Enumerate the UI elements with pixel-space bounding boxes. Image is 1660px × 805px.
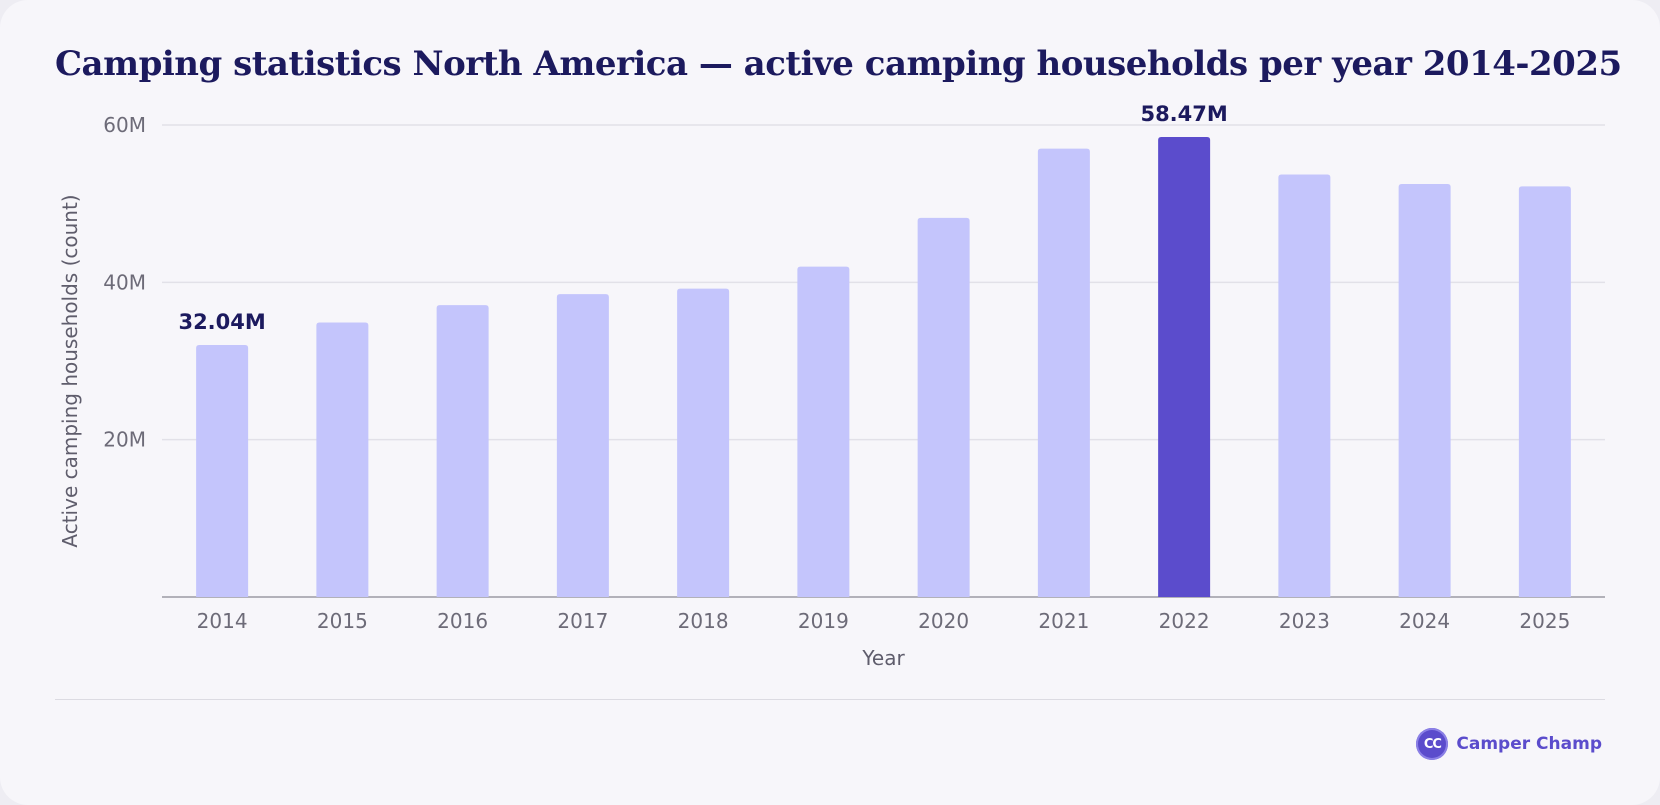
x-tick-label-2017: 2017 <box>557 609 608 633</box>
bar-chart: 20M 40M 60M 2014 2015 2016 2017 2018 2019 2020 202… <box>58 102 1605 670</box>
x-tick-label-2019: 2019 <box>798 609 849 633</box>
y-tick-label: 20M <box>103 428 146 452</box>
bar-2020 <box>917 217 970 597</box>
bar-2018 <box>677 288 730 597</box>
x-tick-label-2021: 2021 <box>1038 609 1089 633</box>
x-tick-label-2020: 2020 <box>918 609 969 633</box>
camper-champ-logo-icon: CC <box>1416 728 1449 760</box>
bar-2024 <box>1398 184 1451 597</box>
x-tick-label-2015: 2015 <box>317 609 368 633</box>
chart-title: Camping statistics North America — activ… <box>55 44 1622 84</box>
brand: CC Camper Champ <box>1416 728 1602 760</box>
y-tick-label: 60M <box>103 113 146 137</box>
x-tick-label-2018: 2018 <box>678 609 729 633</box>
bar-2021 <box>1037 148 1090 597</box>
bar-2025 <box>1518 186 1571 598</box>
x-tick-label-2025: 2025 <box>1519 609 1570 633</box>
bars <box>196 137 1571 598</box>
x-tick-label-2014: 2014 <box>197 609 248 633</box>
y-tick-label: 40M <box>103 270 146 294</box>
y-axis-title: Active camping households (count) <box>58 194 82 547</box>
gridlines <box>162 124 1605 598</box>
bar-2022 <box>1158 137 1211 597</box>
bar-2016 <box>436 305 489 597</box>
x-tick-label-2016: 2016 <box>437 609 488 633</box>
brand-name: Camper Champ <box>1456 734 1602 754</box>
bar-2023 <box>1278 174 1331 597</box>
x-tick-label-2022: 2022 <box>1159 609 1210 633</box>
x-axis-title: Year <box>861 646 905 670</box>
footer-divider <box>55 699 1605 700</box>
bar-2017 <box>556 294 609 597</box>
x-tick-label-2024: 2024 <box>1399 609 1450 633</box>
bar-2014 <box>196 344 249 597</box>
bar-2019 <box>797 266 850 597</box>
data-label-2022: 58.47M <box>1140 102 1227 126</box>
bar-2015 <box>316 322 369 597</box>
labels: 20M 40M 60M 2014 2015 2016 2017 2018 2019 2020 202… <box>103 102 1570 633</box>
x-tick-label-2023: 2023 <box>1279 609 1330 633</box>
data-label-2014: 32.04M <box>178 310 265 334</box>
